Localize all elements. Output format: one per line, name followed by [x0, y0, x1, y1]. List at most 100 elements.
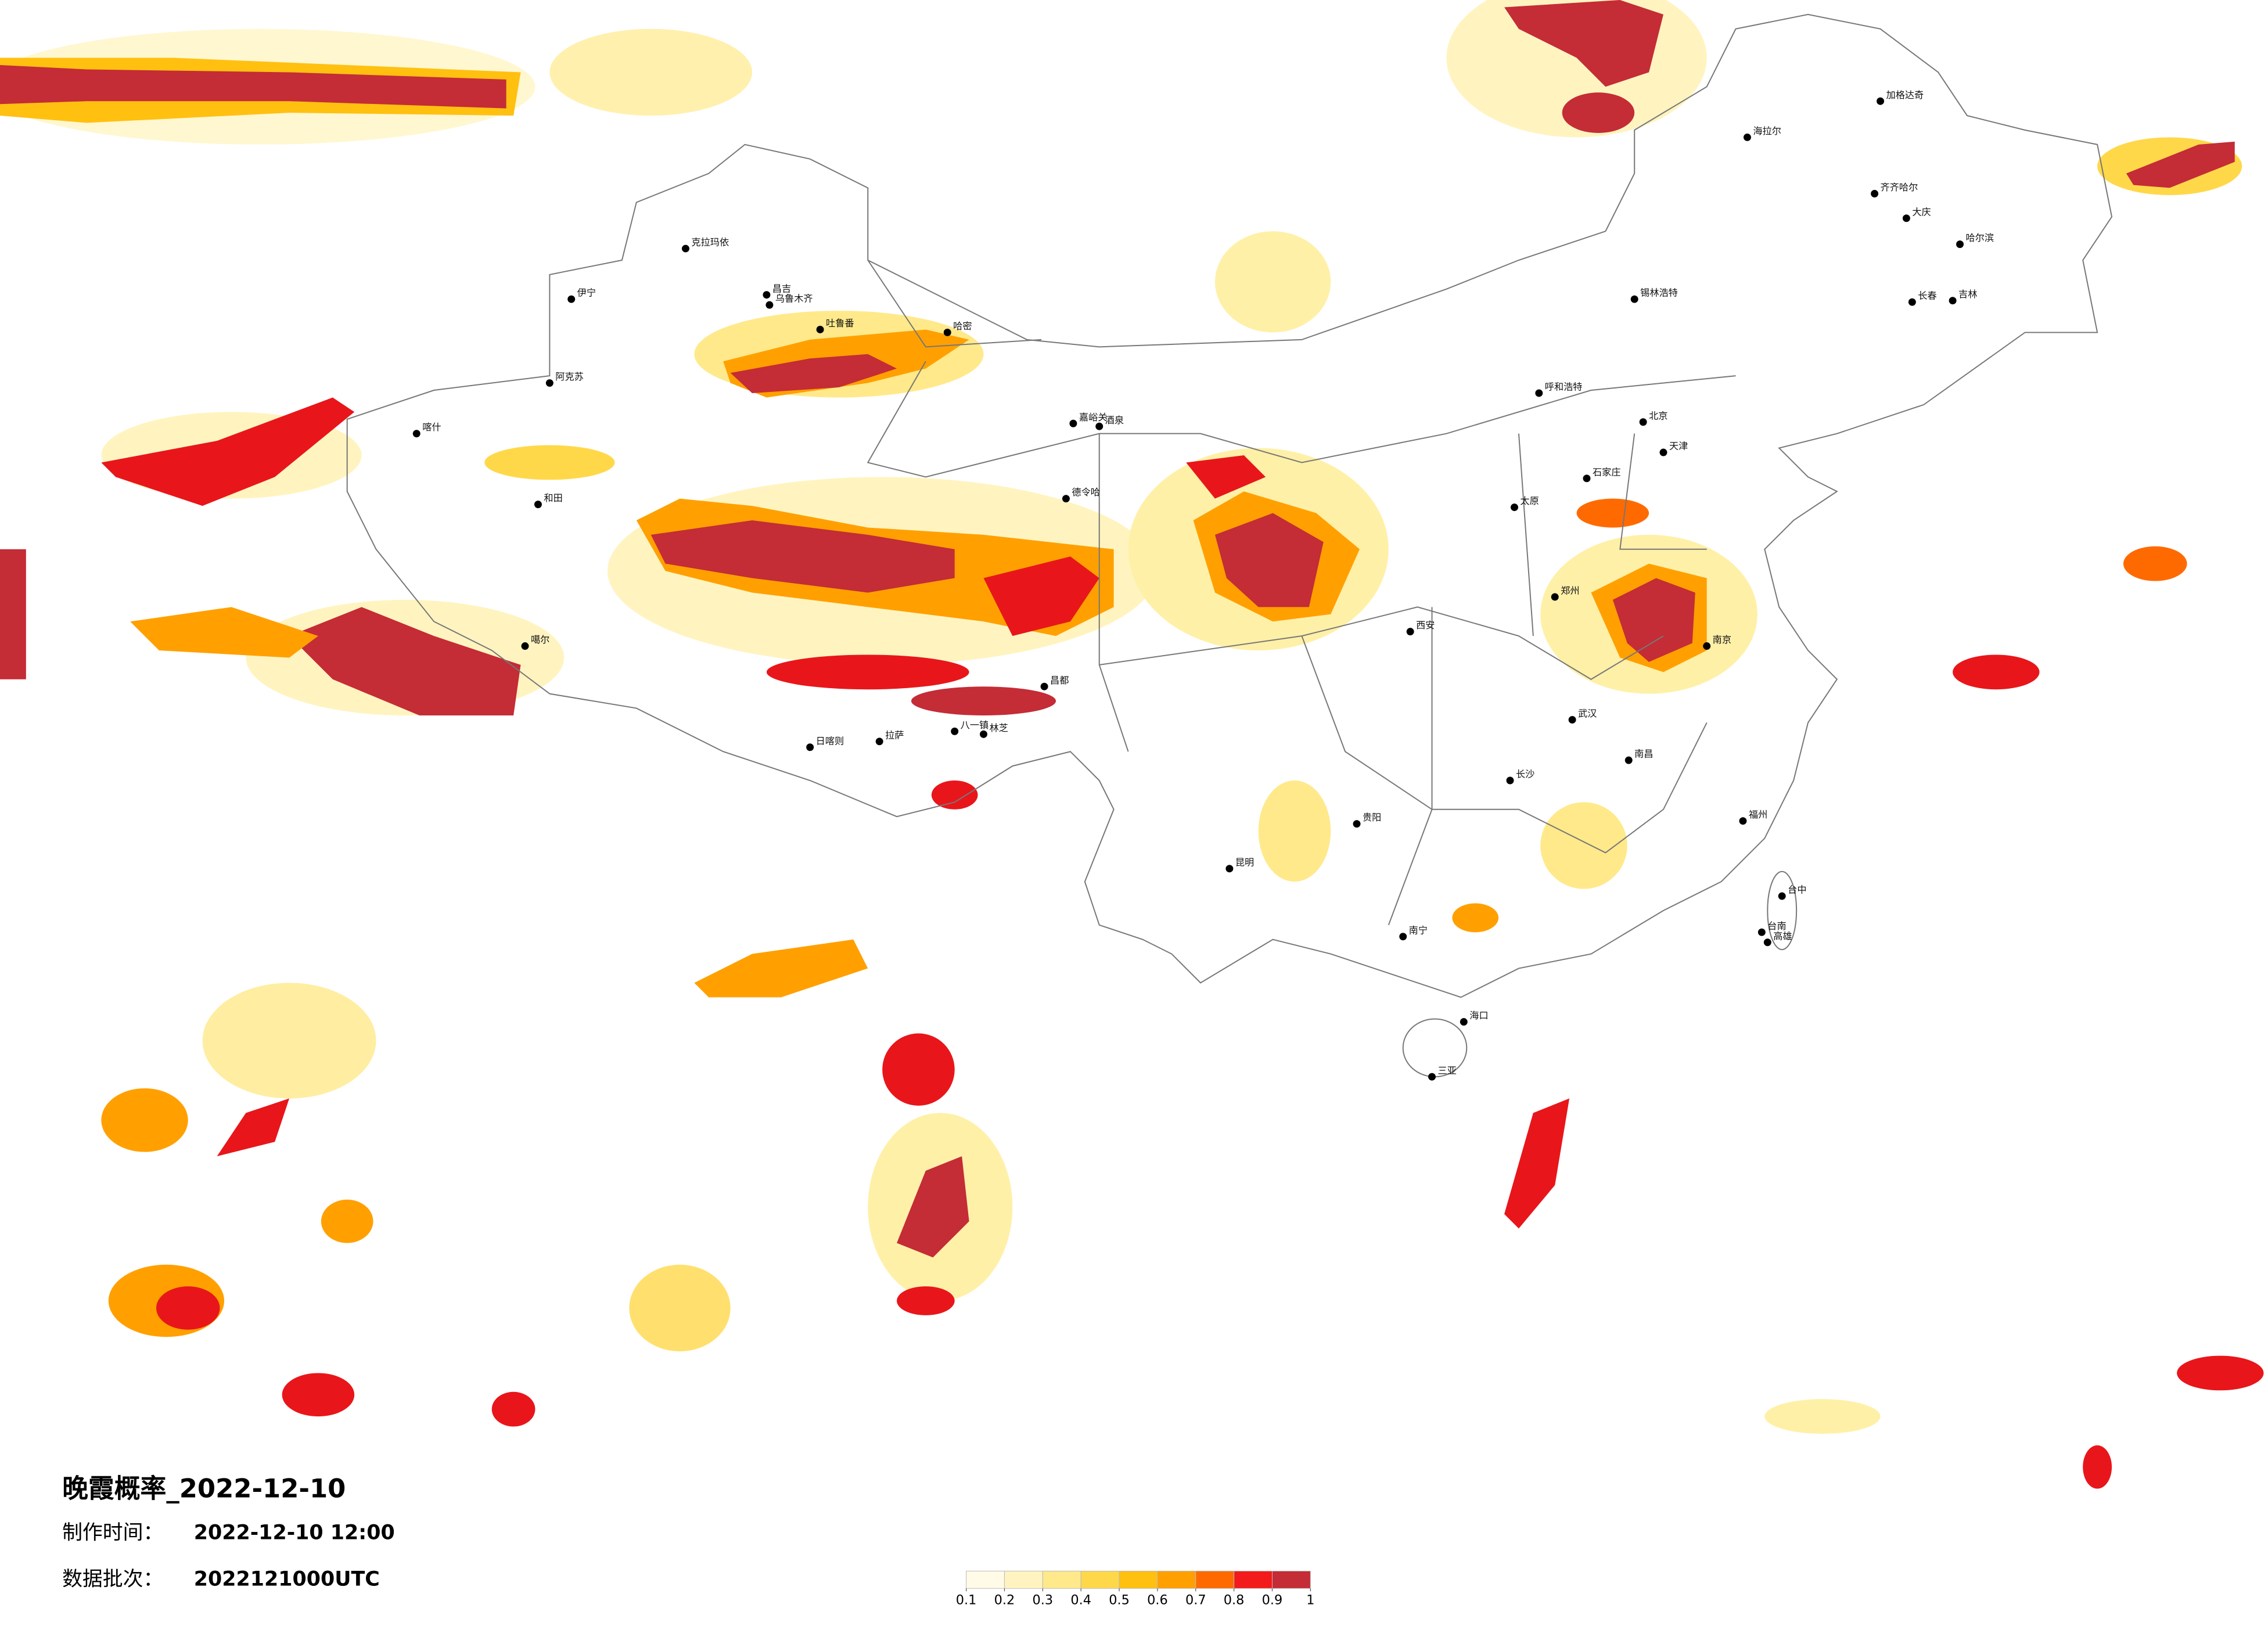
city-label: 林芝	[989, 722, 1008, 733]
city-label: 郑州	[1561, 585, 1579, 596]
city-label: 台南	[1767, 920, 1786, 931]
legend-swatch	[1271, 1570, 1311, 1589]
legend-swatch	[966, 1570, 1005, 1589]
city-label: 噶尔	[531, 634, 549, 645]
city-label: 德令哈	[1072, 487, 1100, 498]
city-dot	[1511, 503, 1518, 512]
city-label: 呼和浩特	[1545, 382, 1583, 393]
city-label: 酒泉	[1105, 415, 1124, 426]
produce-time-value: 2022-12-10 12:00	[194, 1521, 395, 1545]
city-dot	[1535, 389, 1543, 397]
data-batch-value: 2022121000UTC	[194, 1567, 380, 1591]
city-label: 嘉峪关	[1079, 412, 1108, 423]
city-dot	[1095, 422, 1104, 430]
city-label: 乌鲁木齐	[775, 293, 813, 304]
city-dot	[763, 291, 771, 299]
legend-swatch	[1119, 1570, 1158, 1589]
legend-swatch	[1157, 1570, 1196, 1589]
city-label: 高雄	[1773, 930, 1792, 941]
city-dot	[1703, 642, 1711, 650]
city-label: 长沙	[1516, 769, 1534, 780]
city-label: 石家庄	[1593, 466, 1621, 477]
city-dot	[1506, 776, 1514, 785]
city-label: 阿克苏	[555, 371, 584, 382]
city-dot	[1225, 865, 1234, 873]
legend-swatch	[1080, 1570, 1120, 1589]
city-label: 昆明	[1235, 857, 1254, 868]
city-label: 海口	[1469, 1010, 1488, 1021]
city-dot	[1739, 817, 1747, 825]
data-batch-label: 数据批次：	[62, 1567, 163, 1591]
city-dot	[545, 379, 553, 387]
city-dot	[765, 301, 774, 309]
city-dot	[1778, 892, 1786, 900]
produce-time-label: 制作时间：	[62, 1521, 163, 1545]
city-label: 海拉尔	[1753, 125, 1781, 136]
city-label: 喀什	[422, 422, 441, 433]
city-label: 加格达奇	[1886, 89, 1924, 100]
city-label: 西安	[1416, 620, 1435, 631]
city-dot	[1871, 190, 1879, 197]
city-dot	[1949, 297, 1957, 305]
legend-tick-label: 0.1	[956, 1593, 977, 1608]
heat-layer	[0, 0, 2264, 1489]
city-dot	[1659, 448, 1667, 456]
city-label: 哈尔滨	[1965, 232, 1994, 243]
city-dot	[980, 730, 987, 738]
city-dot	[521, 642, 529, 650]
city-label: 齐齐哈尔	[1881, 182, 1918, 193]
city-dot	[806, 743, 814, 751]
city-label: 太原	[1520, 495, 1539, 506]
legend-swatch	[1004, 1570, 1043, 1589]
city-dot	[1460, 1018, 1468, 1026]
city-dot	[943, 328, 951, 336]
city-label: 克拉玛依	[691, 237, 729, 248]
city-label: 日喀则	[816, 735, 844, 746]
legend-tick-label: 0.9	[1262, 1593, 1283, 1608]
city-label: 台中	[1788, 884, 1806, 895]
city-dot	[1908, 298, 1916, 306]
city-label: 吐鲁番	[826, 318, 854, 329]
city-label: 三亚	[1437, 1065, 1456, 1076]
city-dot	[1877, 97, 1885, 105]
legend-tick-label: 0.4	[1070, 1593, 1091, 1608]
city-label: 和田	[544, 492, 562, 503]
city-label: 哈密	[953, 321, 972, 332]
city-dot	[1040, 682, 1048, 690]
city-label: 南昌	[1634, 749, 1653, 760]
legend-swatch	[1234, 1570, 1273, 1589]
city-dot	[1583, 474, 1591, 483]
city-dot	[1624, 756, 1633, 764]
city-dot	[1763, 938, 1771, 947]
legend: 0.1 0.2 0.3 0.4 0.5 0.6 0.7 0.8 0.9 1	[956, 1570, 1314, 1608]
city-dot	[1551, 593, 1559, 601]
city-dot	[412, 430, 420, 438]
legend-tick-label: 0.7	[1185, 1593, 1206, 1608]
legend-tick-label: 0.8	[1224, 1593, 1245, 1608]
city-dot	[1568, 715, 1576, 724]
city-dot	[1639, 418, 1647, 426]
city-label: 拉萨	[885, 729, 904, 740]
city-dot	[951, 727, 959, 735]
city-dot	[1406, 628, 1414, 636]
city-dot	[1428, 1073, 1436, 1081]
city-label: 昌都	[1050, 675, 1069, 686]
borders	[346, 13, 2113, 1078]
legend-swatch	[1195, 1570, 1235, 1589]
city-label: 伊宁	[577, 287, 596, 298]
city-label: 北京	[1649, 410, 1667, 421]
legend-tick-label: 0.2	[994, 1593, 1015, 1608]
city-label: 武汉	[1578, 708, 1597, 719]
city-dot	[1069, 419, 1077, 427]
legend-tick-label: 0.5	[1109, 1593, 1130, 1608]
city-label: 吉林	[1958, 289, 1977, 300]
city-label: 南宁	[1409, 924, 1428, 936]
city-dot	[816, 325, 824, 333]
city-dot	[681, 244, 689, 253]
city-label: 锡林浩特	[1640, 287, 1678, 298]
city-label: 长春	[1918, 290, 1936, 301]
city-dot	[1743, 133, 1751, 141]
legend-tick-label: 0.3	[1033, 1593, 1054, 1608]
